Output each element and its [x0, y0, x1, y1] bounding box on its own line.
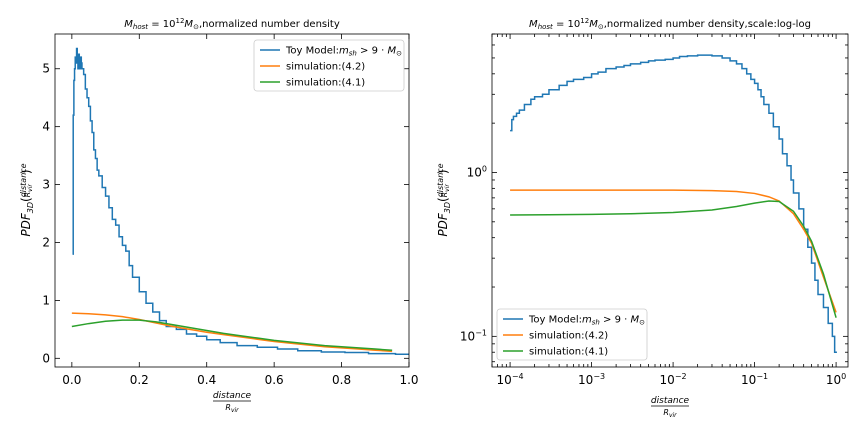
tick-label: 4: [42, 120, 50, 134]
tick-label: 2: [42, 235, 50, 249]
tick-label: 10−3: [578, 372, 605, 387]
svg-text:PDF3D(distanceRvir): PDF3D(distanceRvir): [436, 163, 452, 236]
tick-label: 10−2: [660, 372, 687, 387]
legend: Toy Model:msh > 9 · M⊙ simulation:(4.2) si…: [496, 308, 648, 361]
tick-label: 100: [467, 164, 487, 179]
log-log-panel: Mhost = 1012M⊙,normalized number density…: [436, 17, 849, 419]
legend-label: simulation:(4.2): [529, 331, 608, 342]
axes-frame: [491, 33, 849, 368]
svg-text:Rvir: Rvir: [225, 403, 239, 414]
tick-label: 0.4: [197, 373, 216, 387]
axes-frame: [54, 33, 410, 368]
y-axis: 0 1 2 3 4 5: [42, 62, 409, 365]
y-axis: 10−1 100: [460, 33, 848, 363]
tick-label: 0.6: [265, 373, 284, 387]
y-axis-label: PDF3D(distanceRvir): [436, 163, 452, 236]
svg-text:distance: distance: [213, 391, 252, 401]
tick-label: 10−4: [497, 372, 524, 387]
series-line-2: [71, 319, 393, 351]
series-line-1: [510, 189, 837, 313]
tick-label: 0.8: [332, 373, 351, 387]
tick-label: 100: [826, 372, 846, 387]
legend-label: simulation:(4.2): [286, 62, 365, 73]
tick-label: 0.2: [130, 373, 149, 387]
y-axis-label: PDF3D(distanceRvir): [19, 163, 35, 236]
svg-text:Rvir: Rvir: [663, 408, 677, 419]
plot-area: [71, 47, 409, 356]
tick-label: 0.0: [62, 373, 81, 387]
legend: Toy Model:msh > 9 · M⊙ simulation:(4.2) si…: [253, 39, 405, 92]
linear-panel: Mhost = 1012M⊙,normalized number density…: [19, 17, 419, 414]
plot-area: [510, 54, 837, 353]
series-line-0: [510, 54, 837, 353]
chart-title: Mhost = 1012M⊙,normalized number density: [124, 17, 340, 31]
chart-title-log: Mhost = 1012M⊙,normalized number density…: [529, 17, 811, 31]
tick-label: 3: [42, 178, 50, 192]
x-axis: 10−4 10−3 10−2 10−1 100: [491, 34, 846, 387]
tick-label: 1: [42, 293, 50, 307]
series-line-1: [71, 312, 393, 353]
legend-label: simulation:(4.1): [286, 78, 365, 89]
svg-text:PDF3D(distanceRvir): PDF3D(distanceRvir): [19, 163, 35, 236]
svg-text:distance: distance: [651, 396, 690, 406]
series-line-2: [510, 200, 837, 318]
legend-label: Toy Model:msh > 9 · M⊙: [528, 315, 645, 327]
x-axis: 0.0 0.2 0.4 0.6 0.8 1.0: [62, 34, 419, 387]
tick-label: 5: [42, 62, 50, 76]
tick-label: 10−1: [741, 372, 768, 387]
tick-label: 10−1: [460, 328, 487, 343]
x-axis-label: distance Rvir: [651, 396, 690, 419]
legend-label: Toy Model:msh > 9 · M⊙: [285, 46, 402, 58]
x-axis-label: distance Rvir: [213, 391, 252, 414]
tick-label: 0: [42, 351, 50, 365]
legend-label: simulation:(4.1): [529, 347, 608, 358]
series-line-0: [72, 47, 409, 356]
tick-label: 1.0: [399, 373, 418, 387]
